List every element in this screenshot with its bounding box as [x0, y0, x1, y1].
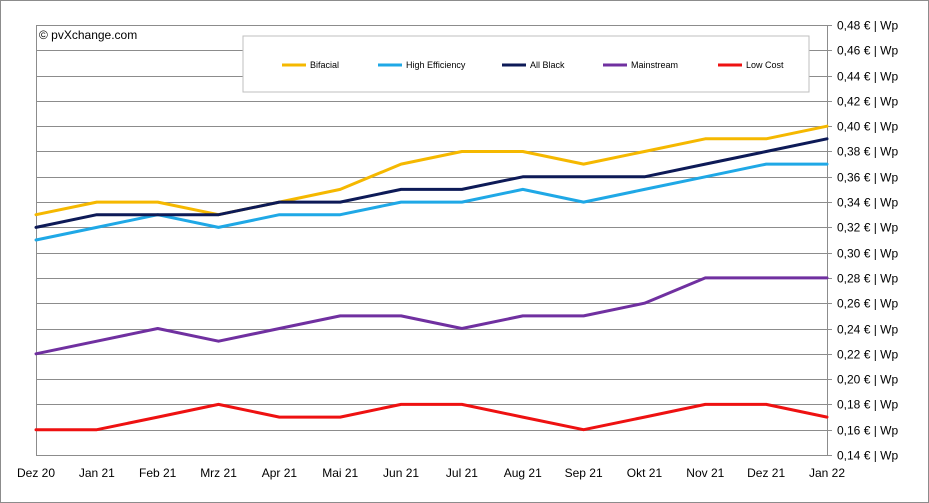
- copyright-label: © pvXchange.com: [39, 28, 137, 42]
- y-tick-label: 0,24 € | Wp: [837, 323, 898, 337]
- x-tick-label: Jan 22: [809, 466, 845, 480]
- x-tick-label: Apr 21: [262, 466, 298, 480]
- y-tick-label: 0,18 € | Wp: [837, 398, 898, 412]
- y-tick-label: 0,46 € | Wp: [837, 44, 898, 58]
- axes: 0,14 € | Wp 0,16 € | Wp 0,18 € | Wp 0,20 € …: [17, 19, 898, 481]
- x-tick-label: Dez 20: [17, 466, 55, 480]
- y-tick-label: 0,26 € | Wp: [837, 297, 898, 311]
- y-tick-label: 0,16 € | Wp: [837, 424, 898, 438]
- x-tick-label: Aug 21: [504, 466, 542, 480]
- y-tick-label: 0,30 € | Wp: [837, 247, 898, 261]
- y-tick-label: 0,40 € | Wp: [837, 120, 898, 134]
- legend-label-bifacial: Bifacial: [310, 60, 339, 70]
- series-line-bifacial: [34, 124, 829, 217]
- x-tick-label: Jul 21: [446, 466, 478, 480]
- y-tick-label: 0,34 € | Wp: [837, 196, 898, 210]
- x-tick-label: Mai 21: [322, 466, 358, 480]
- y-tick-label: 0,36 € | Wp: [837, 171, 898, 185]
- y-tick-label: 0,28 € | Wp: [837, 272, 898, 286]
- series-lines: [34, 124, 829, 432]
- legend-label-all-black: All Black: [530, 60, 565, 70]
- y-tick-label: 0,42 € | Wp: [837, 95, 898, 109]
- x-tick-label: Sep 21: [565, 466, 603, 480]
- x-tick-label: Okt 21: [627, 466, 663, 480]
- x-tick-label: Jun 21: [383, 466, 419, 480]
- y-tick-label: 0,38 € | Wp: [837, 145, 898, 159]
- x-tick-label: Nov 21: [686, 466, 724, 480]
- y-tick-label: 0,44 € | Wp: [837, 70, 898, 84]
- y-tick-label: 0,22 € | Wp: [837, 348, 898, 362]
- series-line-low-cost: [34, 402, 829, 432]
- legend: Bifacial High Efficiency All Black Mainstre…: [242, 35, 810, 93]
- y-tick-label: 0,32 € | Wp: [837, 221, 898, 235]
- series-line-all-black: [34, 137, 829, 229]
- x-tick-label: Mrz 21: [200, 466, 237, 480]
- y-tick-label: 0,20 € | Wp: [837, 373, 898, 387]
- series-line-high-efficiency: [34, 162, 829, 242]
- legend-label-mainstream: Mainstream: [631, 60, 678, 70]
- y-tick-label: 0,14 € | Wp: [837, 449, 898, 463]
- x-tick-label: Dez 21: [747, 466, 785, 480]
- legend-label-high-efficiency: High Efficiency: [406, 60, 466, 70]
- series-line-mainstream: [34, 276, 829, 356]
- y-tick-label: 0,48 € | Wp: [837, 19, 898, 33]
- x-tick-label: Jan 21: [79, 466, 115, 480]
- legend-label-low-cost: Low Cost: [746, 60, 784, 70]
- x-tick-label: Feb 21: [139, 466, 177, 480]
